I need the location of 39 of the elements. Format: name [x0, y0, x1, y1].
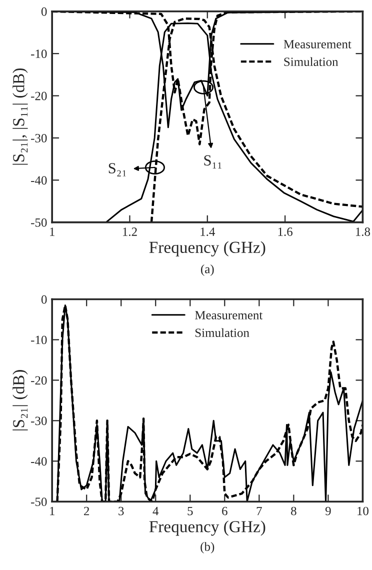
y-tick-label: -10	[31, 50, 47, 58]
legend-label: Measurement	[194, 311, 263, 320]
y-tick-label: -20	[31, 376, 47, 385]
x-tick-label: 1	[50, 228, 54, 236]
y-tick-label: -30	[31, 134, 47, 142]
x-tick-label: 1	[50, 506, 54, 516]
text: (b)	[200, 542, 214, 554]
x-tick-label: 2	[84, 506, 90, 516]
legend-label: Simulation	[195, 328, 250, 338]
x-tick-label: 6	[222, 506, 228, 516]
x-tick-label: 9	[325, 506, 331, 516]
x-tick-label: 3	[118, 506, 124, 516]
annotation: S₂₁	[108, 163, 126, 176]
x-tick-label: 7	[256, 506, 262, 516]
y-tick-label: -30	[31, 416, 47, 426]
x-tick-label: 10	[358, 506, 368, 516]
x-tick-label: 8	[291, 506, 296, 516]
annotation: S₁₁	[204, 155, 222, 168]
y-tick-label: -40	[31, 457, 47, 466]
x-tick-label: 4	[152, 506, 159, 516]
y-axis-title: |S₂₁|, |S₁₁| (dB)	[12, 68, 28, 165]
x-tick-label: 1.2	[123, 228, 137, 236]
x-tick-label: 1.6	[278, 228, 292, 236]
x-axis-title: Frequency (GHz)	[149, 520, 266, 536]
y-tick-label: 0	[41, 295, 47, 304]
legend-label: Simulation	[284, 57, 338, 66]
y-tick-label: -10	[31, 336, 47, 344]
x-tick-label: 1.8	[356, 228, 370, 236]
y-tick-label: -50	[31, 218, 47, 227]
text: (a)	[201, 264, 214, 276]
y-tick-label: -40	[31, 176, 47, 185]
legend-label: Measurement	[284, 40, 352, 48]
y-tick-label: 0	[41, 7, 47, 16]
y-tick-label: -50	[31, 498, 47, 506]
x-tick-label: 5	[188, 506, 193, 516]
x-tick-label: 1.4	[200, 228, 216, 236]
x-axis-title: Frequency (GHz)	[149, 241, 266, 256]
y-tick-label: -20	[31, 92, 47, 100]
y-axis-title: |S₂₁| (dB)	[12, 370, 28, 430]
